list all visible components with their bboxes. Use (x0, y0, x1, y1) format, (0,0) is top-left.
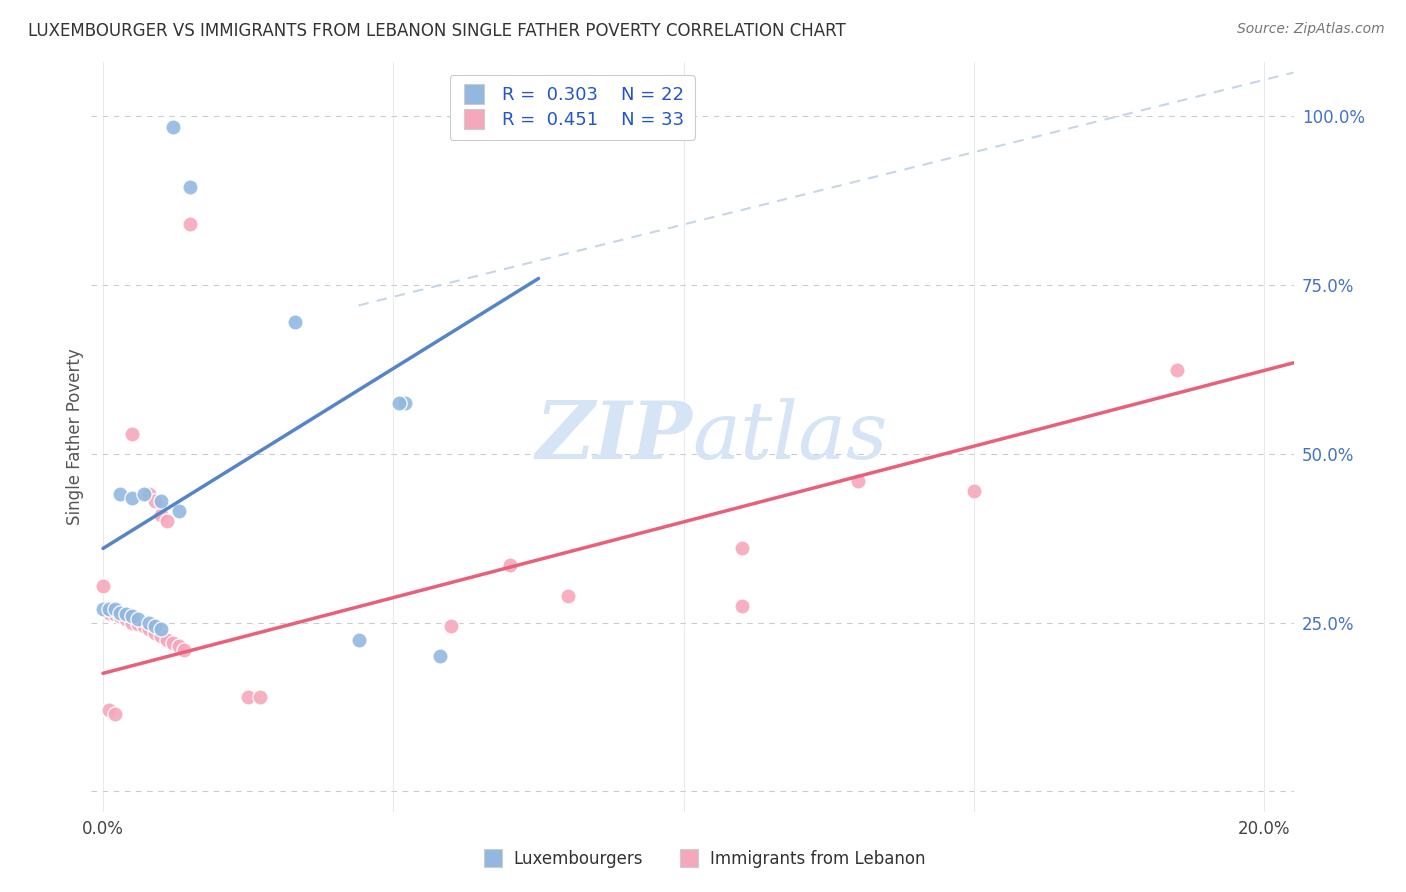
Text: Source: ZipAtlas.com: Source: ZipAtlas.com (1237, 22, 1385, 37)
Point (963, 484, 986, 499)
Point (138, 623, 160, 637)
Point (138, 615, 160, 630)
Point (121, 609, 143, 624)
Point (167, 640, 190, 654)
Point (143, 494, 166, 508)
Point (143, 619, 166, 633)
Point (179, 218, 201, 232)
Point (731, 599, 754, 613)
Point (104, 706, 127, 721)
Point (91, 602, 114, 616)
Point (132, 487, 155, 501)
Text: ZIP: ZIP (536, 399, 692, 475)
Point (104, 602, 127, 616)
Point (150, 494, 173, 508)
Point (498, 558, 520, 573)
Point (143, 625, 166, 640)
Point (394, 396, 416, 410)
Point (179, 180, 201, 194)
Point (97, 703, 120, 717)
Text: LUXEMBOURGER VS IMMIGRANTS FROM LEBANON SINGLE FATHER POVERTY CORRELATION CHART: LUXEMBOURGER VS IMMIGRANTS FROM LEBANON … (28, 22, 846, 40)
Point (557, 589, 579, 603)
Point (249, 690, 271, 704)
Point (97, 602, 120, 616)
Point (731, 541, 754, 556)
Point (121, 491, 143, 505)
Point (440, 619, 463, 633)
Point (97, 606, 120, 620)
Point (127, 617, 149, 632)
Point (162, 120, 184, 134)
Point (115, 612, 138, 626)
Y-axis label: Single Father Poverty: Single Father Poverty (66, 349, 84, 525)
Point (156, 632, 179, 647)
Point (238, 690, 260, 704)
Point (150, 629, 173, 643)
Point (121, 426, 143, 441)
Point (121, 615, 143, 630)
Point (132, 619, 155, 633)
Point (429, 649, 451, 664)
Point (162, 636, 184, 650)
Point (138, 487, 160, 501)
Text: atlas: atlas (692, 399, 887, 475)
Point (127, 612, 149, 626)
Point (156, 515, 179, 529)
Point (284, 315, 307, 329)
Point (110, 487, 132, 501)
Point (104, 607, 127, 621)
Point (91, 578, 114, 592)
Point (167, 504, 190, 518)
Point (1166, 362, 1188, 376)
Point (110, 609, 132, 624)
Point (347, 632, 370, 647)
Point (173, 642, 195, 657)
Point (150, 508, 173, 522)
Point (110, 606, 132, 620)
Point (846, 474, 869, 488)
Point (150, 623, 173, 637)
Point (388, 396, 411, 410)
Legend: Luxembourgers, Immigrants from Lebanon: Luxembourgers, Immigrants from Lebanon (474, 844, 932, 875)
Legend: R =  0.303    N = 22, R =  0.451    N = 33: R = 0.303 N = 22, R = 0.451 N = 33 (450, 75, 695, 140)
Point (115, 607, 138, 621)
